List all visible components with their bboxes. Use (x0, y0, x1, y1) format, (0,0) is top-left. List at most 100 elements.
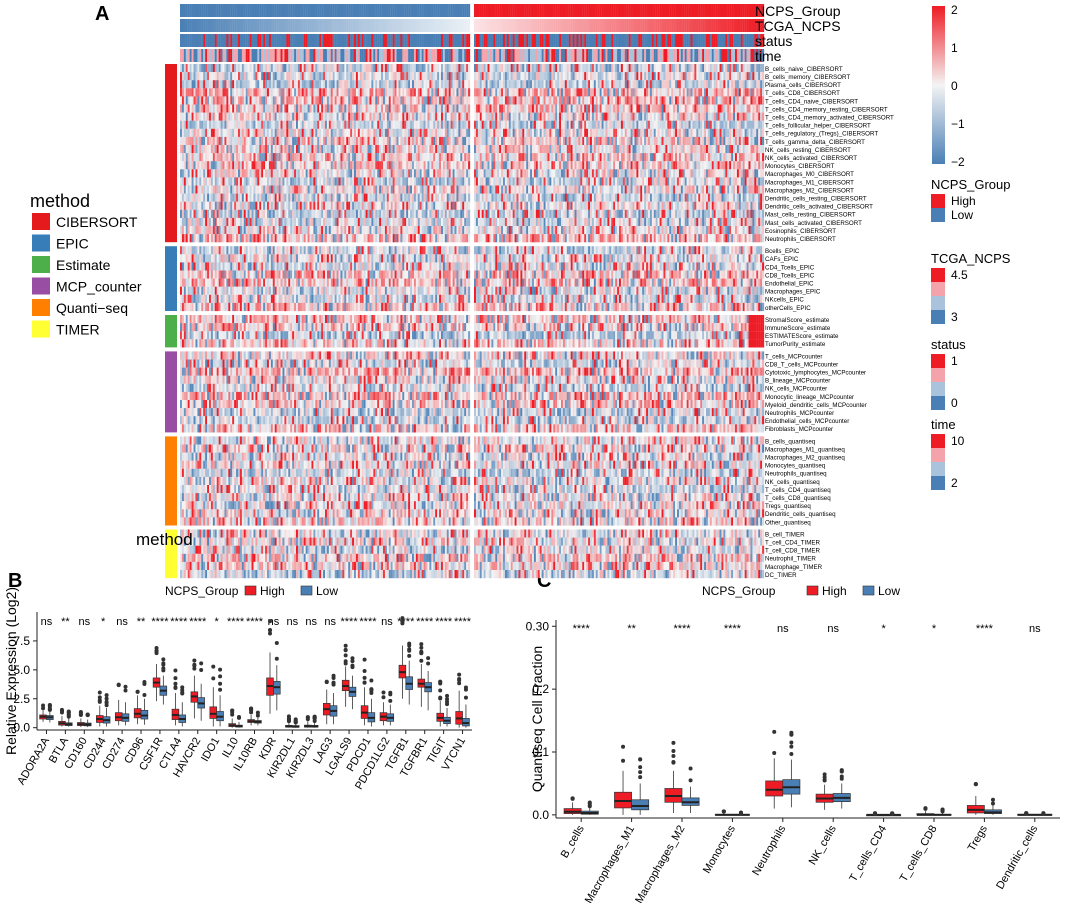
heatmap-cell (278, 72, 281, 81)
heatmap-cell (377, 153, 380, 162)
heatmap-cell (684, 120, 687, 129)
track-cell (646, 4, 649, 17)
track-cell (504, 34, 508, 47)
heatmap-cell (506, 96, 509, 105)
heatmap-cell (332, 64, 335, 73)
track-cell (599, 19, 602, 32)
heatmap-cell (413, 145, 417, 154)
heatmap-cell (603, 153, 606, 162)
track-cell (348, 34, 351, 47)
heatmap-cell (593, 80, 596, 89)
heatmap-cell (226, 64, 229, 73)
heatmap-cell (437, 145, 440, 154)
heatmap-cell (280, 161, 283, 170)
heatmap-cell (423, 112, 426, 121)
heatmap-cell (591, 80, 595, 89)
heatmap-cell (408, 145, 411, 154)
heatmap-cell (495, 136, 498, 146)
track-cell (230, 34, 233, 47)
heatmap-cell (253, 145, 256, 154)
heatmap-cell (212, 153, 215, 162)
heatmap-cell (501, 145, 504, 154)
heatmap-cell (719, 112, 722, 121)
track-cell (321, 49, 324, 62)
heatmap-cell (545, 120, 548, 129)
track-cell (226, 4, 229, 17)
heatmap-cell (245, 120, 248, 129)
panel-label-b: B (8, 570, 22, 592)
track-cell (682, 19, 685, 32)
heatmap-cell (541, 120, 544, 129)
heatmap-cell (365, 145, 368, 154)
heatmap-cell (197, 153, 200, 162)
heatmap-cell (545, 112, 548, 121)
heatmap-cell (220, 96, 223, 105)
track-cell (239, 49, 243, 62)
heatmap-cell (475, 112, 479, 121)
heatmap-cell (493, 145, 496, 154)
heatmap-cell (317, 161, 320, 170)
heatmap-cell (503, 80, 506, 89)
heatmap-cell (309, 88, 312, 97)
heatmap-cell (236, 153, 239, 162)
heatmap-cell (373, 72, 376, 81)
heatmap-cell (259, 72, 262, 81)
track-cell (696, 34, 699, 47)
heatmap-cell (365, 128, 368, 137)
heatmap-cell (261, 96, 264, 105)
heatmap-cell (238, 145, 241, 154)
heatmap-cell (417, 161, 420, 170)
heatmap-cell (431, 161, 434, 170)
heatmap-cell (181, 153, 185, 162)
heatmap-cell (750, 64, 753, 73)
heatmap-cell (475, 145, 479, 154)
heatmap-cell (276, 88, 279, 97)
heatmap-cell (441, 145, 444, 154)
heatmap-cell (247, 145, 250, 154)
heatmap-cell (678, 88, 682, 97)
heatmap-cell (516, 72, 519, 81)
heatmap-cell (267, 88, 270, 97)
heatmap-cell (559, 64, 562, 73)
heatmap-cell (754, 80, 757, 89)
heatmap-cell (613, 64, 616, 73)
track-cell (580, 19, 583, 32)
heatmap-cell (711, 64, 714, 73)
heatmap-cell (311, 120, 314, 129)
heatmap-cell (413, 104, 417, 113)
heatmap-cell (744, 88, 747, 97)
heatmap-cell (626, 112, 629, 121)
heatmap-cell (232, 153, 235, 162)
heatmap-cell (404, 104, 407, 113)
track-cell (646, 49, 649, 62)
heatmap-row (180, 136, 765, 146)
track-cell (187, 49, 190, 62)
heatmap-cell (526, 145, 529, 154)
heatmap-cell (688, 153, 691, 162)
heatmap-cell (205, 96, 208, 105)
heatmap-cell (435, 128, 438, 137)
track-cell (357, 34, 360, 47)
heatmap-cell (412, 145, 415, 154)
heatmap-cell (570, 64, 573, 73)
heatmap-cell (267, 64, 270, 73)
track-cell (611, 49, 614, 62)
heatmap-row (180, 96, 765, 105)
heatmap-cell (711, 88, 714, 97)
heatmap-cell (241, 153, 244, 162)
heatmap-cell (241, 128, 244, 137)
heatmap-cell (615, 80, 618, 89)
track-cell (665, 49, 668, 62)
track-cell (189, 4, 192, 17)
heatmap-cell (479, 136, 482, 146)
heatmap-cell (522, 153, 525, 162)
heatmap-cell (441, 96, 444, 105)
heatmap-cell (199, 112, 202, 121)
track-cell (675, 34, 678, 47)
heatmap-cell (346, 72, 349, 81)
heatmap-cell (680, 112, 683, 121)
heatmap-cell (419, 136, 422, 146)
heatmap-cell (717, 145, 720, 154)
heatmap-cell (532, 128, 535, 137)
heatmap-cell (748, 120, 751, 129)
